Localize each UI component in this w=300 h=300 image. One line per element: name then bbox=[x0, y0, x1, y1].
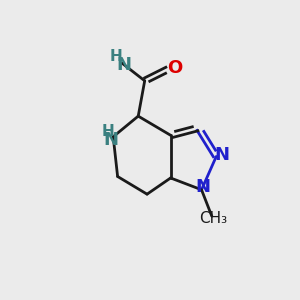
Text: CH₃: CH₃ bbox=[199, 211, 227, 226]
Text: N: N bbox=[116, 56, 131, 74]
Text: H: H bbox=[109, 49, 122, 64]
Text: H: H bbox=[101, 124, 114, 139]
Text: N: N bbox=[214, 146, 229, 164]
Text: N: N bbox=[103, 131, 118, 149]
Text: O: O bbox=[167, 58, 182, 76]
Text: N: N bbox=[196, 178, 211, 196]
